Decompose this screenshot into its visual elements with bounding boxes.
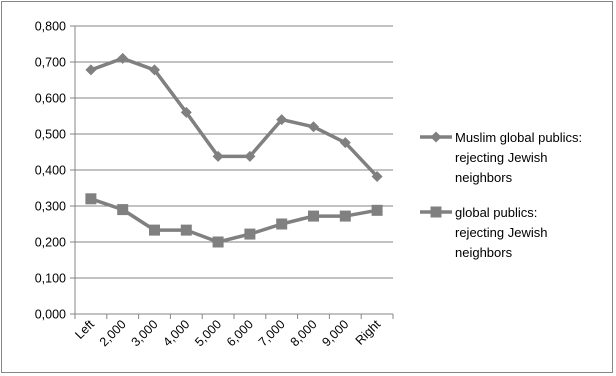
- y-tick-label: 0,700: [35, 56, 66, 70]
- legend-label: rejecting Jewish: [455, 225, 548, 240]
- y-tick-label: 0,800: [35, 20, 66, 34]
- data-point-diamond: [117, 52, 129, 64]
- legend-label: neighbors: [455, 170, 513, 185]
- series-line-2: [90, 197, 378, 244]
- legend-label: neighbors: [455, 245, 513, 260]
- x-tick-label: 3,000: [129, 317, 161, 349]
- x-tick-label: 8,000: [288, 317, 320, 349]
- data-point-square: [244, 228, 256, 240]
- data-point-diamond: [339, 137, 351, 149]
- x-tick-label: Right: [353, 317, 384, 348]
- data-point-diamond: [180, 106, 192, 118]
- data-point-diamond: [244, 150, 256, 162]
- x-tick-label: 9,000: [319, 317, 351, 349]
- y-tick-label: 0,100: [35, 272, 66, 286]
- legend-marker-square: [430, 206, 442, 218]
- data-point-square: [149, 224, 160, 236]
- data-point-square: [371, 204, 383, 216]
- data-point-square: [212, 236, 224, 248]
- data-point-diamond: [371, 170, 383, 182]
- data-point-diamond: [149, 64, 160, 76]
- data-point-square: [85, 193, 97, 205]
- legend-label: global publics:: [455, 205, 537, 220]
- x-tick-label: 4,000: [160, 317, 192, 349]
- x-tick-label: 5,000: [192, 317, 224, 349]
- y-tick-label: 0,200: [35, 236, 66, 250]
- y-tick-label: 0,400: [35, 164, 66, 178]
- x-tick-label: Left: [72, 317, 97, 342]
- data-point-square: [276, 218, 288, 230]
- data-point-square: [308, 210, 319, 222]
- x-tick-label: 6,000: [224, 317, 256, 349]
- x-tick-label: 7,000: [256, 317, 288, 349]
- data-point-square: [339, 210, 351, 222]
- y-tick-label: 0,600: [35, 92, 66, 106]
- y-tick-label: 0,000: [35, 308, 66, 322]
- y-tick-label: 0,300: [35, 200, 66, 214]
- series-line-1: [90, 56, 379, 178]
- data-point-square: [180, 224, 192, 236]
- x-tick-label: 2,000: [97, 317, 129, 349]
- legend-marker-diamond: [430, 131, 442, 143]
- data-point-diamond: [308, 121, 319, 133]
- data-point-diamond: [276, 114, 288, 126]
- y-tick-label: 0,500: [35, 128, 66, 142]
- legend-label: rejecting Jewish: [455, 150, 548, 165]
- legend-label: Muslim global publics:: [455, 130, 582, 145]
- data-point-square: [117, 204, 129, 216]
- data-point-diamond: [212, 150, 224, 162]
- data-point-diamond: [85, 64, 97, 76]
